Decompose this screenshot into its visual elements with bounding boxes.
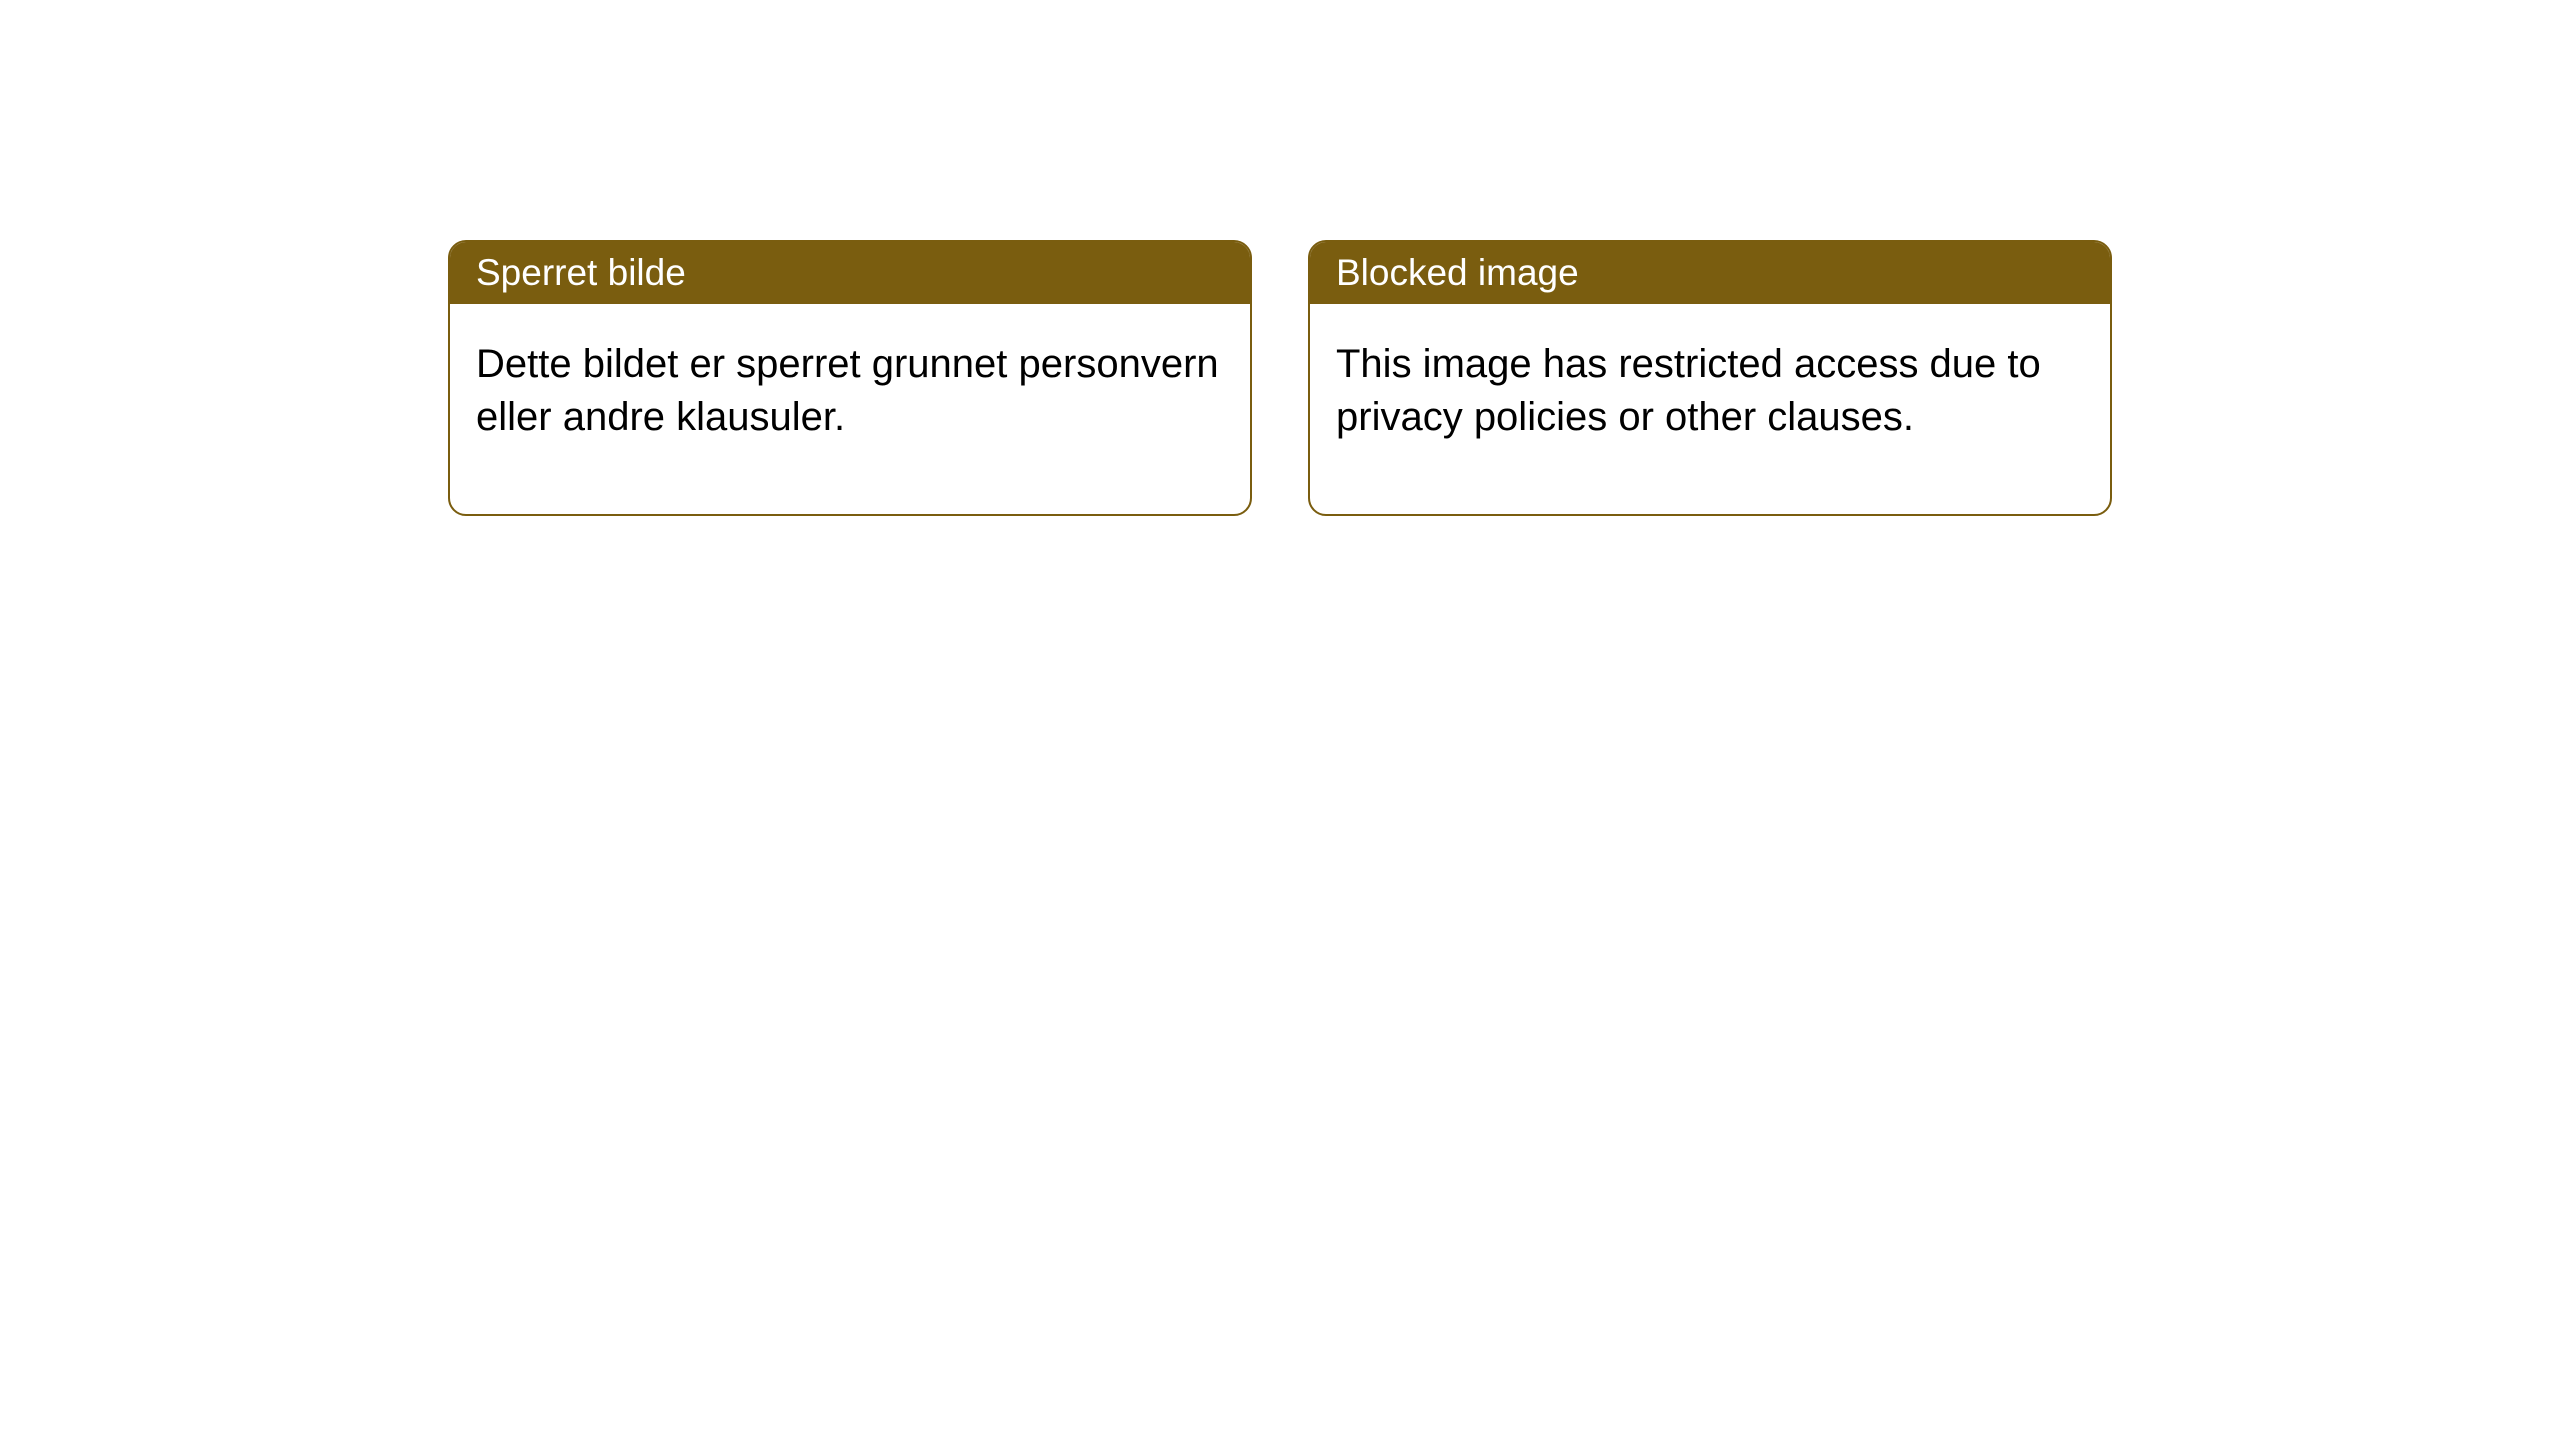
card-title: Blocked image — [1336, 252, 1579, 293]
notice-container: Sperret bilde Dette bildet er sperret gr… — [448, 240, 2112, 516]
card-body: Dette bildet er sperret grunnet personve… — [450, 304, 1250, 514]
card-body: This image has restricted access due to … — [1310, 304, 2110, 514]
notice-card-norwegian: Sperret bilde Dette bildet er sperret gr… — [448, 240, 1252, 516]
card-body-text: This image has restricted access due to … — [1336, 342, 2041, 439]
card-body-text: Dette bildet er sperret grunnet personve… — [476, 342, 1219, 439]
notice-card-english: Blocked image This image has restricted … — [1308, 240, 2112, 516]
card-header: Blocked image — [1310, 242, 2110, 304]
card-header: Sperret bilde — [450, 242, 1250, 304]
card-title: Sperret bilde — [476, 252, 686, 293]
